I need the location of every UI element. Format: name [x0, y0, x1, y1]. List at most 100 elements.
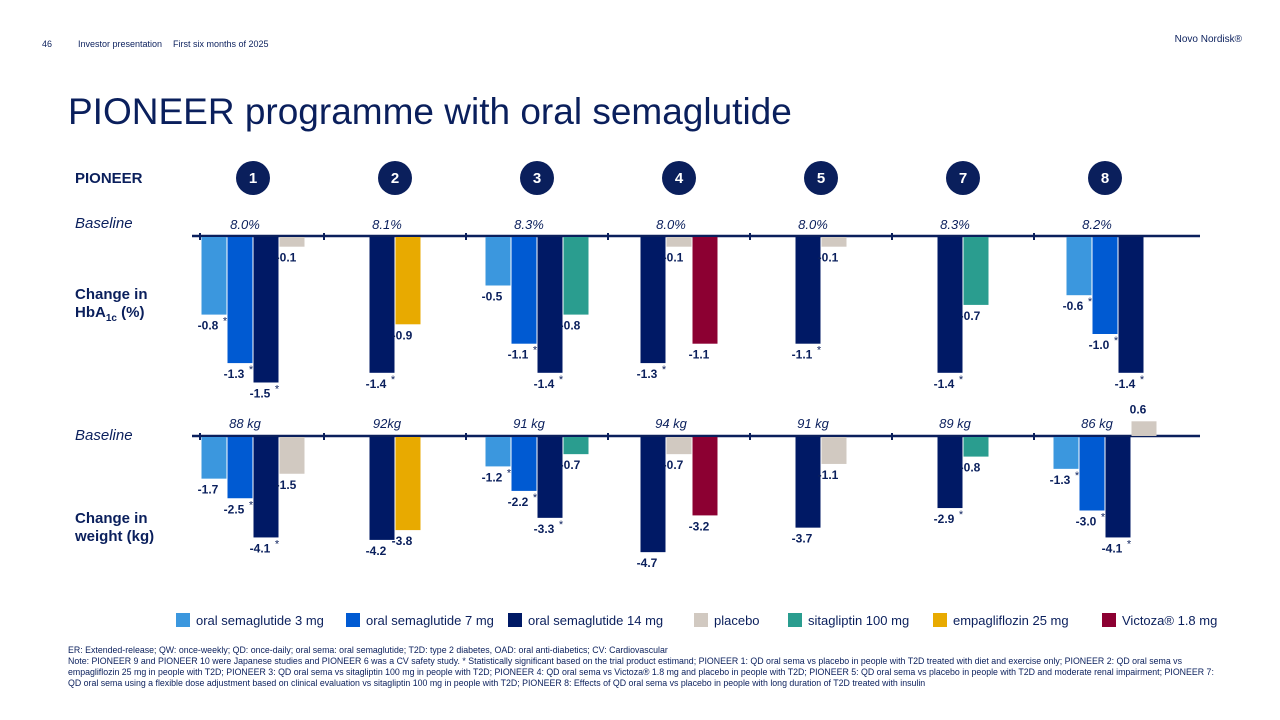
significance-marker: * — [959, 509, 964, 521]
baseline-weight-label: Baseline — [75, 427, 133, 444]
bar-value-label: -1.1 — [689, 348, 710, 362]
bar-sitagliptin — [563, 437, 589, 455]
legend-label: empagliflozin 25 mg — [953, 612, 1069, 628]
bar-sitagliptin — [963, 237, 989, 305]
significance-marker: * — [1088, 296, 1093, 308]
legend-item-sema7: oral semaglutide 7 mg — [346, 612, 494, 628]
page-title: PIONEER programme with oral semaglutide — [68, 90, 792, 132]
bar-value-label: -3.3 — [534, 522, 555, 536]
bar-value-label: -0.1 — [663, 251, 684, 265]
bar-value-label: -0.9 — [392, 328, 413, 342]
bar-value-label: -1.2 — [482, 470, 503, 484]
significance-marker: * — [1101, 512, 1106, 524]
significance-marker: * — [533, 345, 538, 357]
bar-sema3 — [485, 237, 511, 286]
significance-marker: * — [533, 492, 538, 504]
bar-sema3 — [1066, 237, 1092, 296]
bar-value-label: -1.5 — [250, 387, 271, 401]
trial-badge: 2 — [378, 161, 412, 195]
change-hba1c-sub: 1c — [105, 313, 117, 324]
page-number: 46 — [42, 39, 53, 49]
significance-marker: * — [959, 374, 964, 386]
pioneer-row-label: PIONEER — [75, 170, 143, 187]
significance-marker: * — [507, 467, 512, 479]
bar-sema14 — [1118, 237, 1144, 373]
bar-sema7 — [227, 237, 253, 364]
bar-value-label: -0.5 — [482, 290, 503, 304]
bar-value-label: -0.6 — [1063, 299, 1084, 313]
legend-swatch — [1102, 613, 1116, 627]
legend-item-empagliflozin: empagliflozin 25 mg — [933, 612, 1069, 628]
legend-label: oral semaglutide 14 mg — [528, 612, 664, 628]
significance-marker: * — [249, 499, 254, 511]
baseline-value: 91 kg — [513, 416, 546, 431]
bar-sema7 — [511, 437, 537, 491]
bar-victoza — [692, 237, 718, 344]
footnote-note: Note: PIONEER 9 and PIONEER 10 were Japa… — [68, 656, 1214, 688]
bar-value-label: -0.8 — [560, 319, 581, 333]
bar-sema7 — [511, 237, 537, 344]
significance-marker: * — [223, 316, 228, 328]
baseline-value: 8.0% — [656, 217, 686, 232]
baseline-value: 94 kg — [655, 416, 688, 431]
bar-value-label: -0.8 — [960, 461, 981, 475]
legend-item-sitagliptin: sitagliptin 100 mg — [788, 612, 909, 628]
bar-sema14 — [537, 237, 563, 373]
bar-value-label: -1.4 — [534, 377, 555, 391]
bar-value-label: -2.2 — [508, 495, 529, 509]
bar-value-label: -1.3 — [224, 367, 245, 381]
change-weight-line2: weight (kg) — [75, 528, 155, 545]
bar-placebo — [821, 437, 847, 464]
bar-value-label: -2.5 — [224, 502, 245, 516]
legend-label: oral semaglutide 3 mg — [196, 612, 324, 628]
baseline-value: 8.2% — [1082, 217, 1112, 232]
bar-value-label: -2.9 — [934, 512, 955, 526]
baseline-value: 92kg — [373, 416, 402, 431]
change-hba1c-label: Change in HbA1c (%) — [75, 286, 148, 328]
significance-marker: * — [275, 384, 280, 396]
bar-empagliflozin — [395, 437, 421, 531]
change-weight-line1: Change in — [75, 510, 148, 527]
bar-sema7 — [1079, 437, 1105, 511]
bar-sema7 — [227, 437, 253, 499]
bar-placebo — [1131, 421, 1157, 436]
bar-value-label: -3.2 — [689, 519, 710, 533]
bar-sema14 — [1105, 437, 1131, 538]
bar-sema14 — [640, 437, 666, 553]
legend-item-sema3: oral semaglutide 3 mg — [176, 612, 324, 628]
bar-value-label: -1.4 — [1115, 377, 1136, 391]
bar-value-label: -1.4 — [366, 377, 387, 391]
change-hba1c-line1: Change in — [75, 286, 148, 303]
bar-sema14 — [640, 237, 666, 364]
baseline-hba1c-label: Baseline — [75, 215, 133, 232]
bar-value-label: -4.7 — [637, 556, 658, 570]
bar-sema14 — [253, 437, 279, 538]
bar-value-label: -3.0 — [1076, 515, 1097, 529]
bar-value-label: -1.3 — [1050, 473, 1071, 487]
bar-value-label: -1.1 — [818, 468, 839, 482]
trial-badge: 1 — [236, 161, 270, 195]
bar-value-label: -0.8 — [198, 319, 219, 333]
bar-sema3 — [201, 437, 227, 479]
bar-value-label: -1.4 — [934, 377, 955, 391]
period-label: First six months of 2025 — [173, 39, 269, 49]
bar-value-label: -4.2 — [366, 544, 387, 558]
legend-swatch — [346, 613, 360, 627]
significance-marker: * — [275, 538, 280, 550]
bar-sitagliptin — [563, 237, 589, 315]
legend-label: placebo — [714, 612, 760, 628]
bar-value-label: -0.1 — [276, 251, 297, 265]
bar-value-label: -1.5 — [276, 478, 297, 492]
change-weight-label: Change in weight (kg) — [75, 510, 154, 546]
bar-value-label: -4.1 — [1102, 541, 1123, 555]
baseline-value: 86 kg — [1081, 416, 1114, 431]
bar-value-label: -0.1 — [818, 251, 839, 265]
change-hba1c-main: HbA — [75, 304, 106, 321]
baseline-value: 8.3% — [514, 217, 544, 232]
legend-label: oral semaglutide 7 mg — [366, 612, 494, 628]
significance-marker: * — [1127, 538, 1132, 550]
baseline-value: 8.0% — [798, 217, 828, 232]
bar-sema14 — [937, 237, 963, 373]
bar-value-label: -0.7 — [960, 309, 981, 323]
bar-sema14 — [937, 437, 963, 509]
